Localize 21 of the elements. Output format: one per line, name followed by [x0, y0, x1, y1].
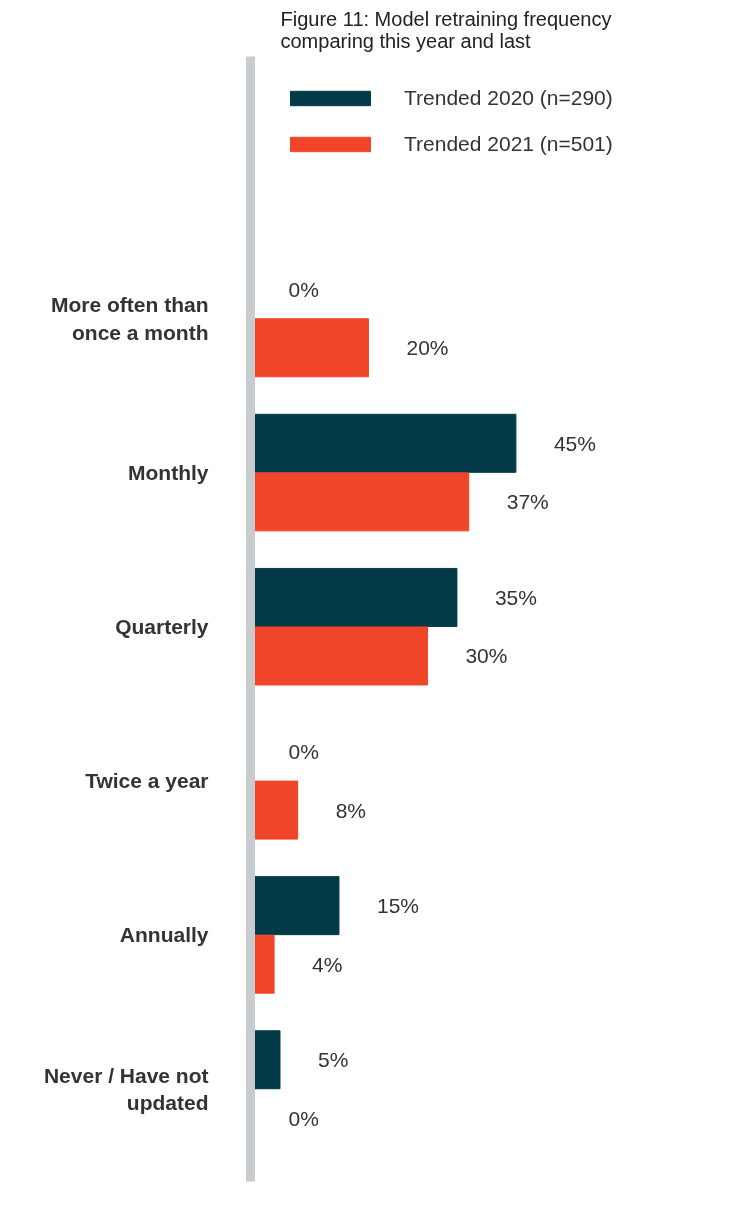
legend-label: Trended 2021 (n=501)	[404, 132, 613, 156]
data-label: 8%	[335, 798, 367, 822]
legend-label: Trended 2020 (n=290)	[404, 86, 613, 110]
chart-title: Figure 11: Model retraining frequency comparing this year and last	[280, 7, 612, 52]
y-tick-label: Twice a year	[85, 769, 209, 793]
data-label: 0%	[288, 740, 319, 764]
data-label: 4%	[312, 952, 343, 976]
data-label: 35%	[494, 585, 537, 609]
data-label: 0%	[288, 277, 319, 301]
y-tick-label: Annually	[119, 923, 209, 947]
data-label: 20%	[406, 336, 449, 360]
y-tick-label: Quarterly	[115, 615, 209, 639]
y-tick-label: Monthly	[128, 461, 209, 485]
y-tick-label: More often than once a month	[51, 293, 209, 344]
data-label: 37%	[506, 490, 549, 514]
y-tick-label: Never / Have not updated	[43, 1063, 209, 1115]
data-label: 15%	[376, 894, 419, 918]
data-label: 0%	[288, 1106, 319, 1130]
data-label: 30%	[465, 644, 508, 668]
data-label: 45%	[553, 431, 596, 455]
data-label: 5%	[317, 1048, 349, 1072]
